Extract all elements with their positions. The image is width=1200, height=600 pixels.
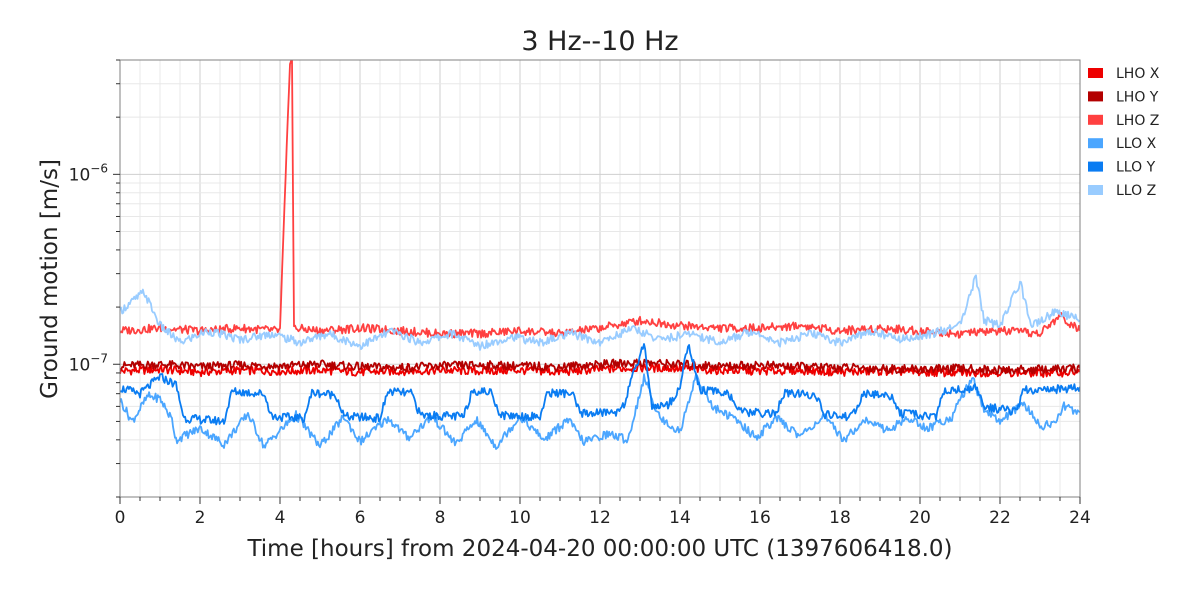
x-tick-label: 24 <box>1069 508 1091 528</box>
y-tick-label: 10−6 <box>69 161 108 185</box>
y-axis-label: Ground motion [m/s] <box>37 159 63 399</box>
x-axis: 0 2 4 6 8 10 12 14 16 18 20 22 24 <box>115 497 1091 528</box>
legend-label: LHO Y <box>1116 89 1159 105</box>
series-line-lho-y <box>120 358 1080 375</box>
legend-label: LLO Z <box>1116 183 1156 199</box>
series-line-llo-y <box>120 343 1080 426</box>
y-axis: 10−7 10−6 <box>69 59 120 498</box>
x-tick-label: 4 <box>275 508 286 528</box>
legend-swatch <box>1088 138 1103 149</box>
legend-swatch <box>1088 91 1103 102</box>
x-axis-label: Time [hours] from 2024-04-20 00:00:00 UT… <box>246 536 952 562</box>
chart-title: 3 Hz--10 Hz <box>521 26 678 57</box>
x-tick-label: 14 <box>669 508 691 528</box>
y-tick-label: 10−7 <box>69 351 108 375</box>
legend: LHO X LHO Y LHO Z LLO X LLO Y LLO Z <box>1088 66 1160 199</box>
x-tick-label: 2 <box>195 508 206 528</box>
x-tick-label: 10 <box>509 508 531 528</box>
x-tick-label: 20 <box>909 508 931 528</box>
x-tick-label: 16 <box>749 508 771 528</box>
legend-label: LLO Y <box>1116 160 1156 176</box>
series-line-llo-x <box>120 373 1080 450</box>
legend-swatch <box>1088 161 1103 172</box>
x-tick-label: 12 <box>589 508 611 528</box>
x-tick-label: 0 <box>115 508 126 528</box>
x-tick-label: 8 <box>435 508 446 528</box>
x-tick-label: 22 <box>989 508 1011 528</box>
x-tick-label: 6 <box>355 508 366 528</box>
legend-swatch <box>1088 185 1103 195</box>
legend-label: LLO X <box>1116 136 1157 152</box>
legend-swatch <box>1088 114 1103 125</box>
legend-label: LHO Z <box>1116 113 1159 129</box>
series-line-llo-z <box>120 274 1080 351</box>
series-layer <box>120 60 1080 450</box>
legend-label: LHO X <box>1116 66 1160 82</box>
legend-swatch <box>1088 68 1103 78</box>
x-tick-label: 18 <box>829 508 851 528</box>
